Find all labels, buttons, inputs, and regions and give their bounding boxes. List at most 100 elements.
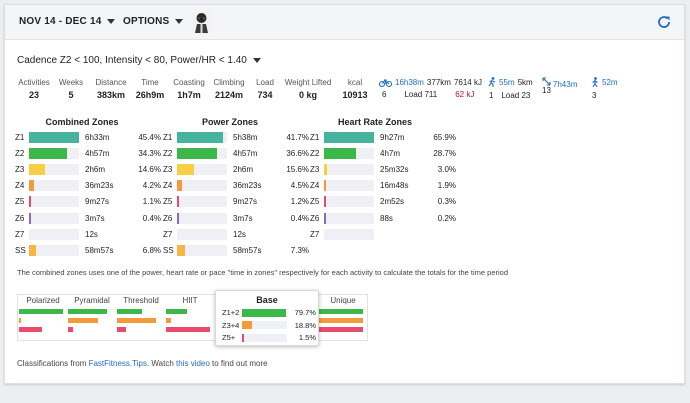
filter-label: Cadence Z2 < 100, Intensity < 80, Power/… (17, 55, 247, 66)
zone-bar-track (177, 212, 227, 224)
zone-percent: 41.7% (286, 132, 309, 142)
zone-bar-track (324, 163, 374, 175)
filter-dropdown[interactable]: Cadence Z2 < 100, Intensity < 80, Power/… (17, 55, 261, 66)
classification-label: HIIT (182, 296, 198, 305)
ride-count: 6 (382, 90, 387, 99)
zone-row-z5: Z5 9m27s 1.2% (163, 196, 309, 208)
fastfitness-link[interactable]: FastFitness.Tips (88, 359, 147, 368)
zone-bar-track (177, 147, 227, 159)
classification-bar (166, 309, 187, 314)
zone-bar (29, 196, 31, 208)
classification-bar (19, 318, 22, 323)
video-link[interactable]: this video (176, 359, 210, 368)
classification-bar (19, 327, 42, 332)
stat-kcal: kcal 10913 (342, 78, 368, 100)
zone-bar-track (324, 147, 374, 159)
zone-bar-track (177, 196, 227, 208)
zone-bar (177, 212, 179, 224)
zone-bar (177, 147, 218, 159)
zone-bar-track (324, 212, 374, 224)
zone-label: Z5 (310, 197, 320, 207)
stat-weeks: Weeks 5 (58, 78, 84, 100)
base-bar-track (242, 333, 287, 342)
zone-label: Z7 (310, 229, 320, 239)
run-time: 55m (499, 78, 515, 87)
zone-bar (29, 131, 79, 143)
zone-percent: 36.6% (286, 148, 309, 158)
stat-distance: Distance 383km (95, 78, 127, 100)
zone-label: Z1 (15, 132, 25, 142)
other-time: 7h43m (552, 80, 578, 89)
activity-ride: 16h38m 377km 7614 kJ 6 Load 711 62 kJ (379, 77, 482, 99)
zone-row-z4: Z4 36m23s 4.2% (15, 180, 161, 192)
options-dropdown[interactable]: OPTIONS (123, 16, 184, 27)
classification-label: Polarized (26, 296, 60, 305)
zone-time: 5h38m (233, 132, 258, 142)
zone-label: Z6 (310, 213, 320, 223)
base-row: Z1+2 79.7% (222, 308, 316, 317)
classification-unique[interactable]: Unique (319, 296, 367, 336)
zone-time: 36m23s (233, 181, 262, 191)
zone-time: 12s (233, 229, 246, 239)
zone-time: 4h57m (233, 148, 258, 158)
zone-bar (29, 180, 34, 192)
footer-middle: . Watch (146, 359, 177, 368)
classification-pyramidal[interactable]: Pyramidal (68, 296, 116, 336)
zone-percent: 0.4% (290, 213, 309, 223)
zone-label: Z7 (15, 229, 25, 239)
chevron-down-icon (175, 19, 184, 24)
base-row: Z3+4 18.8% (222, 321, 316, 330)
base-bar (242, 321, 253, 329)
zone-label: Z3 (15, 164, 25, 174)
stat-load: Load 734 (256, 78, 274, 100)
classification-label: Pyramidal (74, 296, 110, 305)
zone-bar (29, 212, 31, 224)
zone-time: 58m57s (233, 245, 262, 255)
zone-bar-track (29, 212, 79, 224)
refresh-icon[interactable] (656, 14, 672, 30)
classification-bar (68, 327, 73, 332)
ride-load: Load 711 (404, 90, 438, 99)
zone-percent: 0.4% (142, 213, 161, 223)
zone-percent: 4.5% (290, 181, 309, 191)
zone-bar (324, 180, 327, 192)
zone-time: 88s (380, 213, 393, 223)
zone-bar (324, 212, 326, 224)
avatar-icon (192, 12, 211, 33)
zone-bar-track (29, 196, 79, 208)
avatar[interactable] (192, 12, 211, 33)
options-label: OPTIONS (123, 16, 170, 27)
zone-time: 3m7s (85, 213, 105, 223)
zone-time: 4h7m (380, 148, 401, 158)
zone-percent: 34.3% (138, 148, 161, 158)
run-distance: 5km (517, 78, 533, 87)
classification-hiit[interactable]: HIIT (166, 296, 214, 336)
activity-walk: 52m 3 (591, 77, 618, 100)
zone-row-z1: Z1 5h38m 41.7% (163, 131, 309, 143)
zone-label: Z4 (310, 181, 320, 191)
classification-bar (166, 327, 210, 332)
zone-label: Z2 (15, 148, 25, 158)
zone-bar-track (29, 228, 79, 240)
base-bar (242, 308, 286, 317)
zone-label: Z4 (15, 181, 25, 191)
base-bar-track (242, 308, 287, 317)
zone-time: 9m27s (233, 197, 258, 207)
date-range-dropdown[interactable]: NOV 14 - DEC 14 (19, 16, 116, 27)
activity-other: 13 7h43m (542, 77, 577, 95)
zone-bar-track (324, 228, 374, 240)
classification-polarized[interactable]: Polarized (19, 296, 67, 336)
zone-time: 58m57s (85, 245, 114, 255)
zone-label: Z7 (163, 229, 173, 239)
classification-bar (117, 327, 127, 332)
zone-bar (177, 163, 195, 175)
classifications-box (17, 294, 368, 341)
zone-row-z3: Z3 25m32s 3.0% (310, 163, 456, 175)
classification-threshold[interactable]: Threshold (117, 296, 165, 336)
zone-row-ss: SS 58m57s 7.3% (163, 244, 309, 256)
zone-row-z6: Z6 88s 0.2% (310, 212, 456, 224)
zone-label: Z5 (15, 197, 25, 207)
zone-time: 9h27m (380, 132, 405, 142)
zone-row-z2: Z2 4h7m 28.7% (310, 147, 456, 159)
arrows-icon (542, 77, 551, 86)
